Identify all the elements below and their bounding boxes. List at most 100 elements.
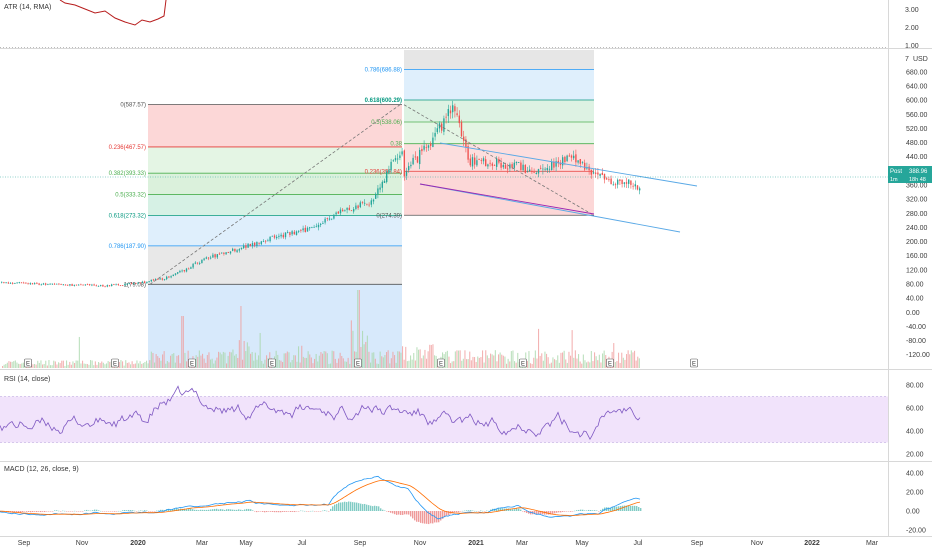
macd-label: MACD (12, 26, close, 9) (4, 466, 79, 473)
price-tick: 560.00 (906, 112, 928, 119)
price-tick: 520.00 (906, 126, 928, 133)
macd-tick: 0.00 (906, 509, 920, 516)
time-axis-label: Jul (634, 540, 643, 547)
volume-bars (2, 290, 640, 368)
earnings-marker[interactable]: E (437, 358, 445, 368)
time-axis[interactable]: Sep Nov 2020 Mar May Jul Sep Nov 2021 Mar May Jul Se… (18, 540, 879, 547)
fib1-level-label: 0.382(393.33) (109, 171, 146, 177)
time-axis-label: Nov (751, 540, 764, 547)
price-tick: 360.00 (906, 182, 928, 189)
fib1-level-label: 0.5(333.32) (115, 192, 146, 198)
countdown-right: 18h 48 (909, 177, 926, 183)
rsi-tick: 40.00 (906, 429, 924, 436)
macd-tick: -20.00 (906, 528, 926, 535)
time-axis-label: May (575, 540, 589, 547)
earnings-marker-letter: E (270, 362, 274, 368)
macd-tick: 40.00 (906, 471, 924, 478)
atr-tick: 3.00 (905, 7, 919, 14)
time-axis-label: Mar (196, 540, 209, 547)
last-price-value: 388.96 (909, 169, 928, 175)
fib2-level-label: 0(274.39) (376, 213, 402, 219)
earnings-marker-letter: E (190, 362, 194, 368)
price-tick: -120.00 (906, 352, 930, 359)
rsi-pane[interactable]: RSI (14, close) 80.00 60.00 40.00 20.00 (0, 376, 924, 459)
earnings-marker[interactable]: E (24, 358, 32, 368)
earnings-marker[interactable]: E (606, 358, 614, 368)
rsi-label: RSI (14, close) (4, 376, 50, 383)
price-tick: -40.00 (906, 324, 926, 331)
price-tick: 280.00 (906, 211, 928, 218)
time-axis-label: Sep (691, 540, 704, 547)
earnings-marker-letter: E (356, 362, 360, 368)
price-tick: 160.00 (906, 253, 928, 260)
earnings-marker[interactable]: E (519, 358, 527, 368)
price-tick: 80.00 (906, 282, 924, 289)
price-candles (1, 100, 641, 288)
rsi-tick: 60.00 (906, 406, 924, 413)
fib2-level-label: 0.5(538.06) (371, 120, 402, 126)
time-axis-label: Sep (18, 540, 31, 547)
time-axis-label: May (239, 540, 253, 547)
price-tick: 640.00 (906, 83, 928, 90)
atr-tick: 1.00 (905, 43, 919, 50)
price-tick: 120.00 (906, 267, 928, 274)
price-tick: 200.00 (906, 239, 928, 246)
fib1-level-label: 0(587.57) (120, 103, 146, 109)
time-axis-label: Mar (866, 540, 879, 547)
countdown-left: 1m (890, 177, 898, 183)
fib2-level-label: 0.38 (390, 142, 402, 148)
price-axis-top-tick: 7 (905, 56, 909, 63)
trend-drawings[interactable] (0, 104, 888, 285)
price-tick: 320.00 (906, 197, 928, 204)
earnings-marker[interactable]: E (188, 358, 196, 368)
earnings-marker-letter: E (692, 362, 696, 368)
earnings-marker[interactable]: E (690, 358, 698, 368)
time-axis-label: Jul (298, 540, 307, 547)
last-price-tag[interactable]: Post 388.96 1m 18h 48 (888, 166, 932, 183)
price-tick: 680.00 (906, 69, 928, 76)
time-axis-label: Nov (414, 540, 427, 547)
fib1-level-label: 0.618(273.32) (109, 214, 146, 220)
macd-tick: 20.00 (906, 490, 924, 497)
price-tick: 440.00 (906, 154, 928, 161)
earnings-marker-letter: E (26, 362, 30, 368)
rsi-tick: 80.00 (906, 383, 924, 390)
time-axis-label: Sep (354, 540, 367, 547)
time-axis-label: 2020 (130, 540, 146, 547)
rsi-tick: 20.00 (906, 452, 924, 459)
post-label: Post (890, 169, 902, 175)
price-tick: 240.00 (906, 225, 928, 232)
earnings-marker-letter: E (439, 362, 443, 368)
price-tick: 480.00 (906, 140, 928, 147)
earnings-marker[interactable]: E (354, 358, 362, 368)
atr-tick: 2.00 (905, 25, 919, 32)
fib1-level-label: 0.786(187.90) (109, 244, 146, 250)
earnings-marker-letter: E (521, 362, 525, 368)
price-tick: -80.00 (906, 338, 926, 345)
time-axis-label: 2021 (468, 540, 484, 547)
fib2-level-label: 0.786(686.88) (365, 67, 402, 73)
earnings-marker-letter: E (608, 362, 612, 368)
time-axis-label: 2022 (804, 540, 820, 547)
price-pane[interactable]: 0(587.57) 0.236(467.57) 0.382(393.33) 0.5(3… (0, 50, 888, 368)
earnings-marker-letter: E (113, 362, 117, 368)
atr-pane[interactable]: ATR (14, RMA) 3.00 2.00 1.00 (0, 0, 919, 50)
atr-label: ATR (14, RMA) (4, 4, 51, 11)
macd-pane[interactable]: MACD (12, 26, close, 9) 40.00 20.00 0.00 -2… (0, 466, 926, 535)
fib2-level-label: 0.618(600.29) (365, 98, 402, 104)
earnings-marker[interactable]: E (268, 358, 276, 368)
time-axis-label: Nov (76, 540, 89, 547)
price-tick: 600.00 (906, 98, 928, 105)
time-axis-label: Mar (516, 540, 529, 547)
fib1-level-label: 1(79.08) (124, 282, 146, 288)
fib1-level-label: 0.236(467.57) (109, 145, 146, 151)
fib2-level-label: 0.236(398.84) (365, 169, 402, 175)
price-tick: 40.00 (906, 296, 924, 303)
price-tick: 0.00 (906, 310, 920, 317)
atr-line (59, 0, 167, 26)
earnings-marker[interactable]: E (111, 358, 119, 368)
fib-retracement-2[interactable]: 0.786(686.88) 0.618(600.29) 0.5(538.06) 0.3… (365, 50, 594, 219)
currency-label: USD (913, 56, 928, 63)
